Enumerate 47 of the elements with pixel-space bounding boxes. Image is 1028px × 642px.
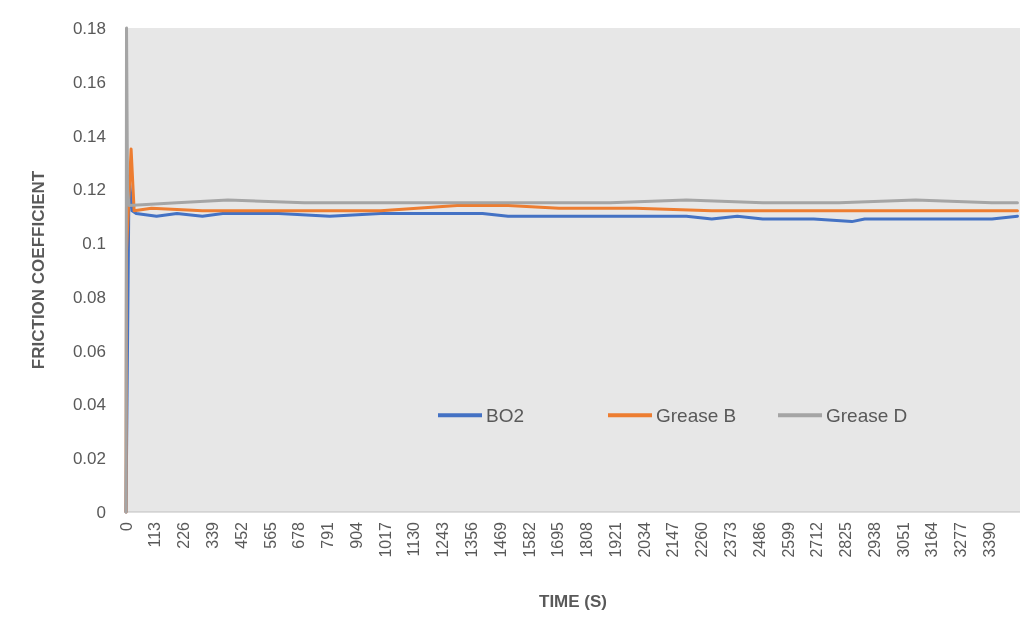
- x-tick-label: 1921: [606, 521, 624, 558]
- x-tick-label: 0: [117, 521, 135, 531]
- x-tick-label: 1243: [434, 521, 452, 558]
- x-tick-label: 2034: [635, 521, 653, 558]
- x-tick-label: 2825: [837, 521, 855, 558]
- x-tick-label: 1356: [462, 521, 480, 558]
- y-tick-label: 0.04: [72, 395, 106, 415]
- y-axis-title: FRICTION COEFFICIENT: [29, 170, 48, 370]
- x-tick-label: 2486: [750, 521, 768, 558]
- x-axis-title: TIME (S): [539, 592, 607, 611]
- y-tick-label: 0.1: [82, 234, 106, 254]
- legend-label: BO2: [486, 404, 525, 426]
- y-tick-label: 0.02: [72, 449, 106, 469]
- x-tick-label: 1695: [549, 521, 567, 558]
- x-tick-label: 1582: [520, 521, 538, 558]
- x-tick-label: 678: [290, 521, 308, 549]
- x-tick-label: 2712: [808, 521, 826, 558]
- x-tick-label: 3164: [923, 521, 941, 558]
- x-tick-label: 1808: [578, 521, 596, 558]
- x-tick-label: 2373: [722, 521, 740, 558]
- x-tick-label: 1130: [405, 521, 423, 557]
- line-series: [124, 26, 1019, 514]
- y-tick-label: 0.06: [72, 341, 106, 361]
- x-tick-label: 226: [175, 521, 193, 549]
- legend-label: Grease D: [826, 404, 908, 426]
- x-tick-label: 339: [203, 521, 221, 549]
- x-tick-label: 1017: [376, 521, 394, 558]
- x-tick-label: 2599: [779, 521, 797, 558]
- x-tick-label: 3390: [981, 521, 999, 558]
- y-tick-label: 0: [96, 502, 106, 522]
- x-tick-label: 3277: [952, 521, 970, 558]
- x-tick-label: 791: [319, 521, 337, 549]
- y-tick-label: 0.16: [72, 72, 106, 92]
- x-tick-label: 2147: [664, 521, 682, 558]
- y-tick-label: 0.14: [72, 126, 106, 146]
- x-tick-label: 565: [261, 521, 279, 549]
- x-tick-label: 2938: [865, 521, 883, 558]
- y-tick-label: 0.08: [72, 287, 106, 307]
- y-tick-label: 0.12: [72, 180, 106, 200]
- y-tick-label: 0.18: [72, 18, 106, 38]
- x-tick-label: 3051: [894, 521, 912, 558]
- x-tick-label: 904: [347, 521, 365, 549]
- x-tick-label: 1469: [491, 521, 509, 558]
- x-tick-label: 113: [146, 521, 164, 548]
- x-tick-label: 452: [232, 521, 250, 549]
- x-tick-label: 2260: [693, 521, 711, 558]
- legend-label: Grease B: [656, 404, 737, 426]
